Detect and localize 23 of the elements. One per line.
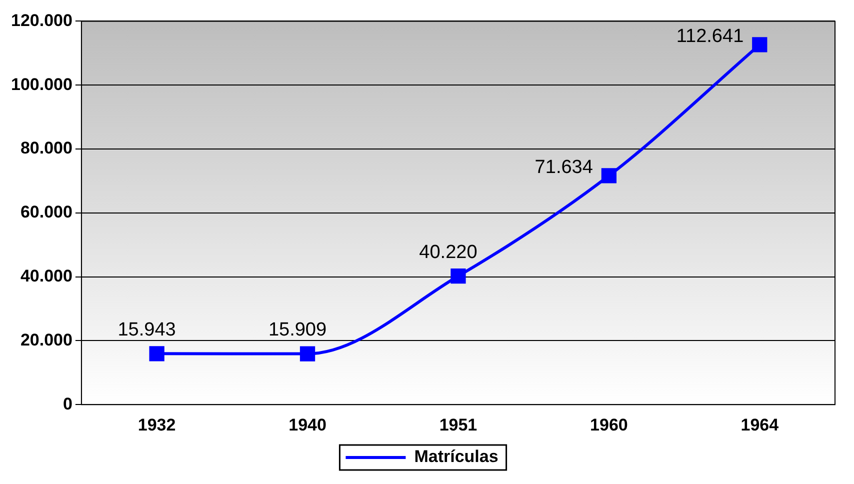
point [450,268,466,284]
point [300,346,316,362]
y-tick-label: 100.000 [11,74,72,94]
point [601,168,617,184]
data-label: 40.220 [419,242,478,263]
y-tick-label: 60.000 [20,202,72,222]
y-tick-label: 80.000 [20,138,72,158]
x-tick-label: 1960 [590,415,628,434]
x-tick-label: 1964 [740,415,780,434]
point [752,37,768,52]
y-tick-label: 120.000 [11,10,72,30]
x-tick-label: 1940 [288,415,326,434]
data-label: 112.641 [676,26,744,47]
legend-label: Matrículas [414,447,498,466]
y-tick-label: 40.000 [20,266,72,286]
y-tick-label: 0 [62,394,72,414]
x-tick-label: 1932 [138,415,176,434]
data-label: 15.909 [268,320,327,341]
data-label: 71.634 [534,156,594,178]
y-tick-label: 20.000 [20,330,72,350]
data-label: 15.943 [118,319,176,340]
point [149,346,164,362]
x-tick-label: 1951 [439,415,478,434]
